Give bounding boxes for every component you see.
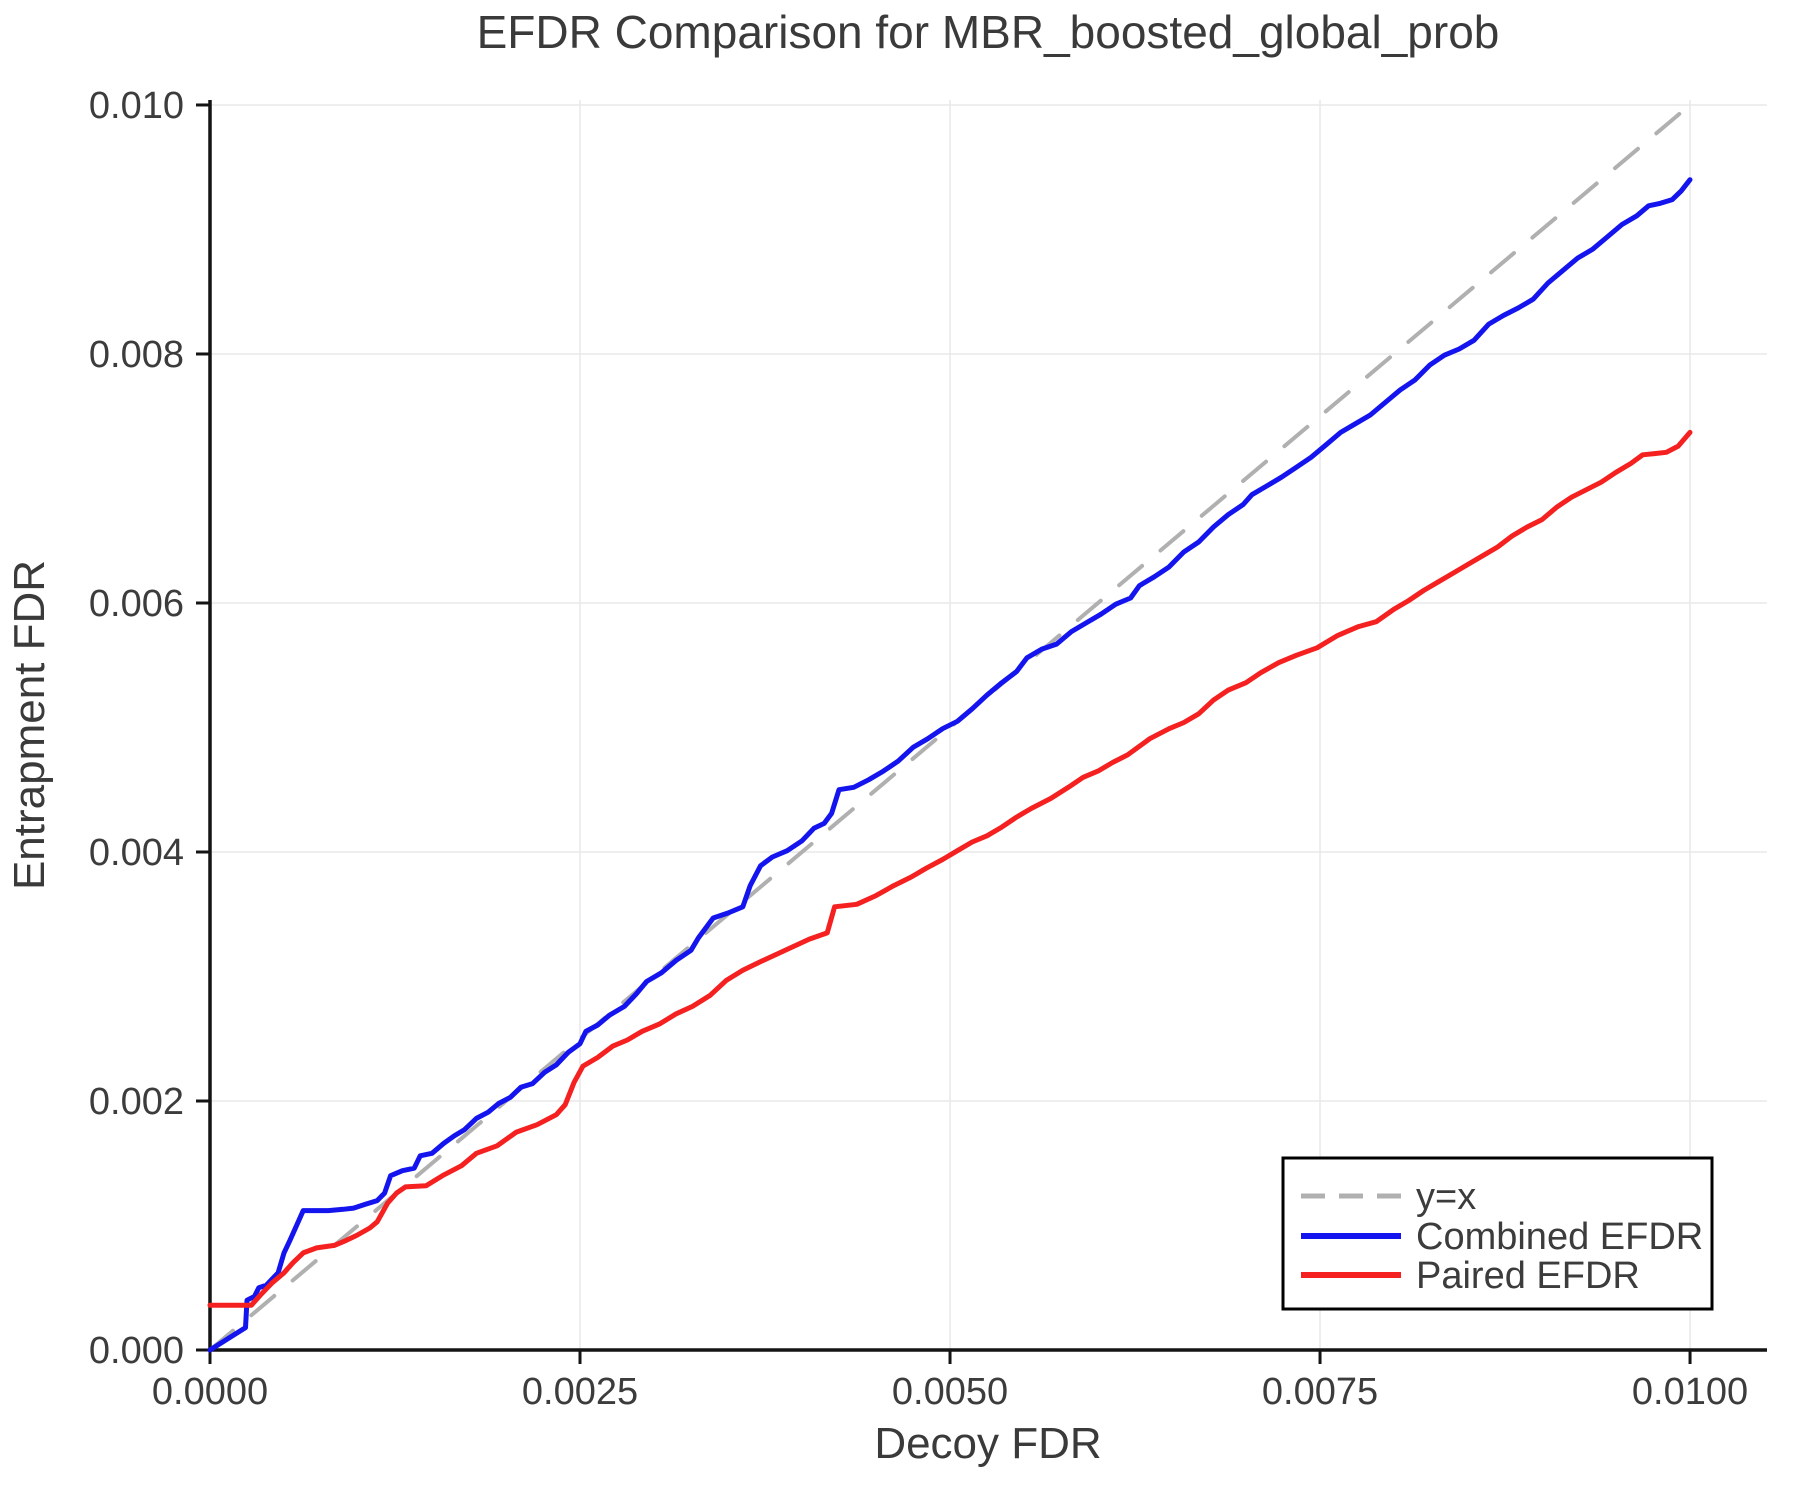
axis-spines	[208, 100, 1767, 1352]
y-tick-label: 0.002	[89, 1081, 184, 1123]
axis-ticks: 0.0000 0.0025 0.0050 0.0075 0.0100 0.000 0.002…	[89, 85, 1748, 1413]
series-paired-efdr	[207, 429, 1693, 1308]
series-y-x	[208, 103, 1692, 1352]
x-axis-label: Decoy FDR	[874, 1419, 1101, 1468]
legend: y=x Combined EFDR Paired EFDR	[1281, 1156, 1714, 1311]
legend-label-paired: Paired EFDR	[1416, 1255, 1640, 1297]
y-axis-label: Entrapment FDR	[5, 560, 54, 890]
data-curves	[207, 103, 1693, 1353]
y-tick-label: 0.006	[89, 583, 184, 625]
x-tick-label: 0.0025	[522, 1371, 638, 1413]
x-tick-label: 0.0000	[152, 1371, 268, 1413]
y-tick-label: 0.004	[89, 832, 184, 874]
x-tick-label: 0.0075	[1262, 1371, 1378, 1413]
y-tick-label: 0.008	[89, 334, 184, 376]
legend-label-identity: y=x	[1416, 1176, 1476, 1218]
chart-title: EFDR Comparison for MBR_boosted_global_p…	[477, 6, 1500, 58]
y-tick-label: 0.010	[89, 85, 184, 127]
legend-label-combined: Combined EFDR	[1416, 1216, 1703, 1258]
x-tick-label: 0.0050	[892, 1371, 1008, 1413]
series-combined-efdr	[207, 177, 1693, 1353]
x-tick-label: 0.0100	[1632, 1371, 1748, 1413]
y-tick-label: 0.000	[89, 1330, 184, 1372]
